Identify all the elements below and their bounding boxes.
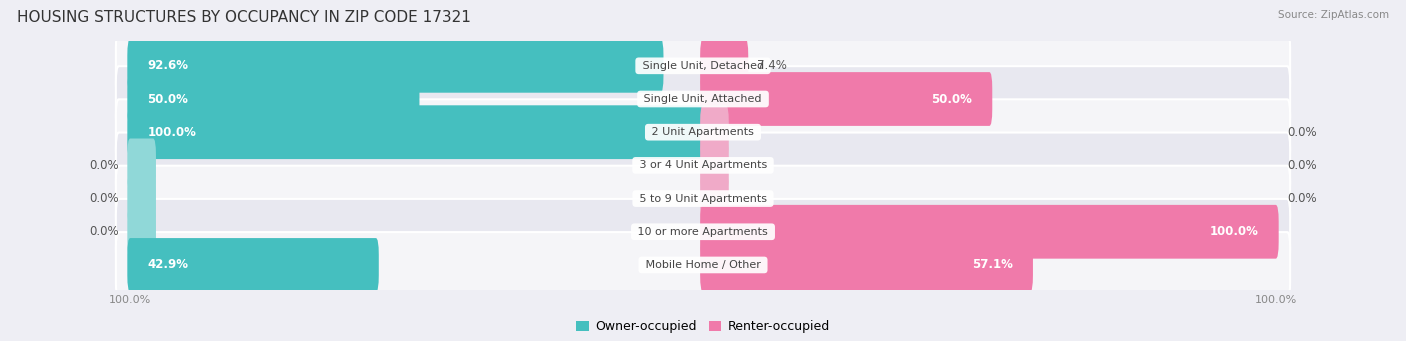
FancyBboxPatch shape xyxy=(115,99,1291,165)
Text: 0.0%: 0.0% xyxy=(1288,126,1317,139)
Text: 2 Unit Apartments: 2 Unit Apartments xyxy=(648,127,758,137)
Text: 50.0%: 50.0% xyxy=(931,92,972,105)
FancyBboxPatch shape xyxy=(128,238,378,292)
Text: 5 to 9 Unit Apartments: 5 to 9 Unit Apartments xyxy=(636,194,770,204)
FancyBboxPatch shape xyxy=(115,133,1291,198)
FancyBboxPatch shape xyxy=(115,33,1291,99)
FancyBboxPatch shape xyxy=(128,172,156,225)
FancyBboxPatch shape xyxy=(115,166,1291,232)
Text: 50.0%: 50.0% xyxy=(148,92,188,105)
FancyBboxPatch shape xyxy=(700,172,728,225)
Text: 0.0%: 0.0% xyxy=(1288,159,1317,172)
Text: 0.0%: 0.0% xyxy=(1288,192,1317,205)
FancyBboxPatch shape xyxy=(700,105,728,159)
FancyBboxPatch shape xyxy=(700,238,1033,292)
Text: 10 or more Apartments: 10 or more Apartments xyxy=(634,227,772,237)
Text: 100.0%: 100.0% xyxy=(1209,225,1258,238)
FancyBboxPatch shape xyxy=(700,72,993,126)
Text: 0.0%: 0.0% xyxy=(89,159,118,172)
Text: 92.6%: 92.6% xyxy=(148,59,188,72)
Text: Single Unit, Attached: Single Unit, Attached xyxy=(641,94,765,104)
FancyBboxPatch shape xyxy=(128,138,156,192)
FancyBboxPatch shape xyxy=(115,66,1291,132)
FancyBboxPatch shape xyxy=(700,205,1278,259)
FancyBboxPatch shape xyxy=(700,39,748,93)
FancyBboxPatch shape xyxy=(700,138,728,192)
FancyBboxPatch shape xyxy=(128,72,419,126)
FancyBboxPatch shape xyxy=(115,199,1291,265)
Text: 3 or 4 Unit Apartments: 3 or 4 Unit Apartments xyxy=(636,160,770,170)
Text: 0.0%: 0.0% xyxy=(89,192,118,205)
Text: Single Unit, Detached: Single Unit, Detached xyxy=(638,61,768,71)
FancyBboxPatch shape xyxy=(128,105,706,159)
Text: 0.0%: 0.0% xyxy=(89,225,118,238)
Text: HOUSING STRUCTURES BY OCCUPANCY IN ZIP CODE 17321: HOUSING STRUCTURES BY OCCUPANCY IN ZIP C… xyxy=(17,10,471,25)
Text: 7.4%: 7.4% xyxy=(756,59,787,72)
Text: Source: ZipAtlas.com: Source: ZipAtlas.com xyxy=(1278,10,1389,20)
Text: 100.0%: 100.0% xyxy=(148,126,197,139)
Text: 42.9%: 42.9% xyxy=(148,258,188,271)
Legend: Owner-occupied, Renter-occupied: Owner-occupied, Renter-occupied xyxy=(571,315,835,338)
FancyBboxPatch shape xyxy=(115,232,1291,298)
FancyBboxPatch shape xyxy=(128,39,664,93)
Text: 57.1%: 57.1% xyxy=(972,258,1012,271)
FancyBboxPatch shape xyxy=(128,205,156,259)
Text: Mobile Home / Other: Mobile Home / Other xyxy=(641,260,765,270)
